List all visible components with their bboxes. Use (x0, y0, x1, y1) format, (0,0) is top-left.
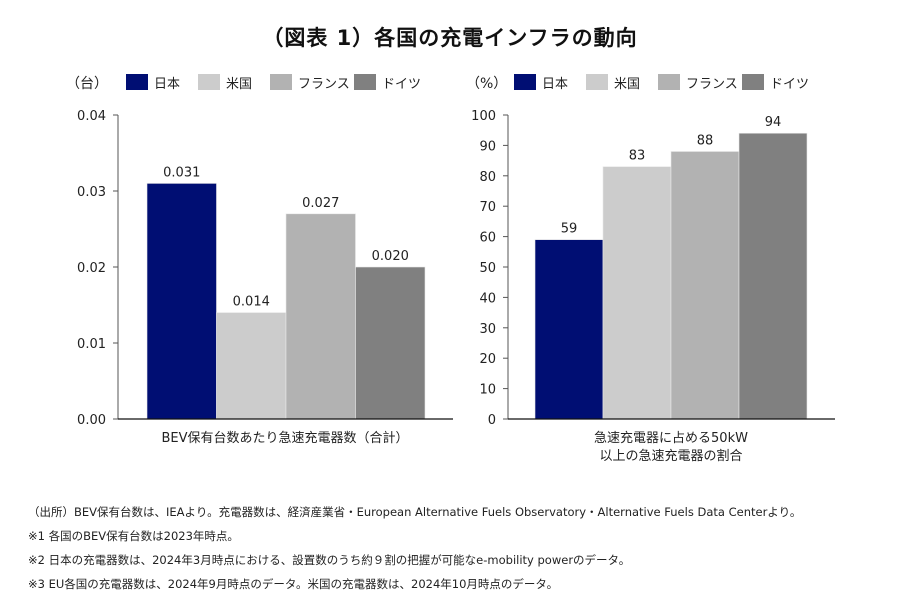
y-tick-label: 40 (479, 291, 496, 306)
y-tick-label: 0 (488, 413, 496, 428)
footnote-2: ※2 日本の充電器数は、2024年3月時点における、設置数のうち約９割の把握が可… (28, 553, 631, 567)
data-label-4: 94 (765, 115, 782, 130)
y-unit-label: （%） (466, 76, 507, 92)
y-tick-label: 0.01 (77, 337, 106, 352)
bar-1 (146, 183, 217, 420)
data-label-2: 0.014 (233, 295, 270, 310)
footnote-source: （出所）BEV保有台数は、IEAより。充電器数は、経済産業省・European … (28, 505, 802, 519)
legend-label-4: ドイツ (382, 77, 421, 92)
y-tick-label: 20 (479, 352, 496, 367)
y-tick-label: 10 (479, 383, 496, 398)
y-tick-label: 0.02 (77, 261, 106, 276)
data-label-3: 88 (697, 133, 714, 148)
legend-label-4: ドイツ (770, 77, 809, 92)
bar-4 (738, 132, 808, 420)
legend-swatch-1 (126, 74, 148, 90)
footnote-3: ※3 EU各国の充電器数は、2024年9月時点のデータ。米国の充電器数は、202… (28, 577, 559, 591)
legend-swatch-3 (658, 74, 680, 90)
bar-2 (216, 312, 287, 420)
y-tick-label: 0.00 (77, 413, 106, 428)
legend-swatch-4 (742, 74, 764, 90)
data-label-1: 59 (561, 222, 578, 237)
legend-swatch-4 (354, 74, 376, 90)
y-tick-label: 60 (479, 231, 496, 246)
legend-label-3: フランス (686, 77, 738, 92)
bar-3 (285, 213, 356, 420)
y-tick-label: 90 (479, 139, 496, 154)
data-label-4: 0.020 (372, 249, 409, 264)
legend-swatch-2 (198, 74, 220, 90)
y-tick-label: 0.04 (77, 109, 106, 124)
y-tick-label: 100 (471, 109, 496, 124)
y-tick-label: 50 (479, 261, 496, 276)
bar-3 (670, 151, 740, 420)
bar-2 (602, 166, 672, 420)
figure-title: （図表 1）各国の充電インフラの動向 (262, 26, 638, 50)
y-tick-label: 70 (479, 200, 496, 215)
bar-4 (355, 266, 426, 420)
legend-swatch-1 (514, 74, 536, 90)
charts-canvas: （台） 日本 米国 フランス ドイツ 0.00 0.01 0.02 0.03 0.04 0.031 0… (66, 74, 835, 464)
x-category-label: 急速充電器に占める50kW (594, 430, 748, 446)
legend-label-2: 米国 (226, 77, 252, 92)
y-tick-label: 80 (479, 170, 496, 185)
bar-1 (534, 239, 604, 420)
footnote-1: ※1 各国のBEV保有台数は2023年時点。 (28, 529, 239, 543)
legend-label-3: フランス (298, 77, 350, 92)
legend-swatch-2 (586, 74, 608, 90)
y-tick-label: 30 (479, 322, 496, 337)
x-category-label: BEV保有台数あたり急速充電器数（合計） (161, 430, 408, 446)
legend-label-2: 米国 (614, 77, 640, 92)
legend-label-1: 日本 (542, 77, 568, 92)
data-label-1: 0.031 (163, 165, 200, 180)
y-tick-label: 0.03 (77, 185, 106, 200)
legend-swatch-3 (270, 74, 292, 90)
legend-label-1: 日本 (154, 77, 180, 92)
data-label-3: 0.027 (302, 196, 339, 211)
y-unit-label: （台） (66, 76, 108, 92)
data-label-2: 83 (629, 149, 646, 164)
x-category-label: 以上の急速充電器の割合 (599, 448, 742, 464)
footnotes: （出所）BEV保有台数は、IEAより。充電器数は、経済産業省・European … (28, 500, 801, 596)
